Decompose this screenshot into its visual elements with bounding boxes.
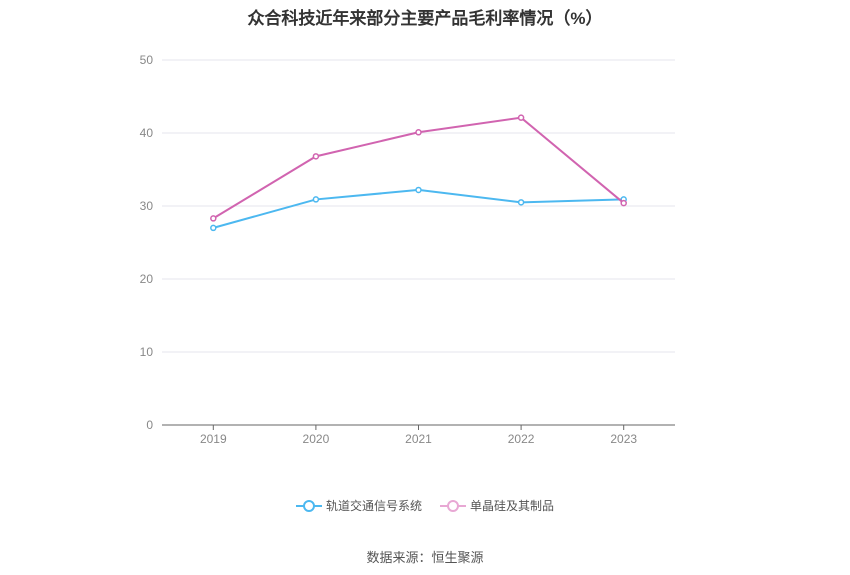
chart-title: 众合科技近年来部分主要产品毛利率情况（%） xyxy=(247,9,603,28)
legend-marker-icon xyxy=(440,499,466,512)
series-line-0 xyxy=(213,188,624,229)
data-point xyxy=(517,199,525,206)
data-point xyxy=(312,153,320,160)
legend-marker-icon xyxy=(295,499,322,512)
y-tick-label: 30 xyxy=(140,199,154,213)
y-tick-label: 50 xyxy=(140,53,154,67)
data-source: 数据来源：恒生聚源 xyxy=(366,550,484,565)
y-tick-label: 20 xyxy=(140,272,154,286)
data-point xyxy=(312,196,320,203)
legend: 轨道交通信号系统 单晶硅及其制品 xyxy=(0,497,850,514)
y-tick-label: 40 xyxy=(140,126,154,140)
x-tick-label: 2020 xyxy=(303,432,330,446)
data-point xyxy=(210,224,217,232)
data-point xyxy=(517,114,525,121)
legend-item-series-0[interactable]: 轨道交通信号系统 xyxy=(295,497,422,514)
y-tick-label: 10 xyxy=(140,345,154,359)
legend-label: 单晶硅及其制品 xyxy=(470,499,555,513)
legend-label: 轨道交通信号系统 xyxy=(325,499,422,513)
data-point xyxy=(415,186,422,194)
legend-item-series-1[interactable]: 单晶硅及其制品 xyxy=(440,497,554,514)
y-tick-label: 0 xyxy=(146,418,153,432)
x-tick-label: 2023 xyxy=(610,432,637,446)
x-tick-label: 2019 xyxy=(200,432,227,446)
data-point xyxy=(620,199,627,207)
x-tick-label: 2021 xyxy=(405,432,432,446)
data-point xyxy=(210,215,217,222)
data-point xyxy=(415,129,422,136)
x-tick-label: 2022 xyxy=(508,432,535,446)
